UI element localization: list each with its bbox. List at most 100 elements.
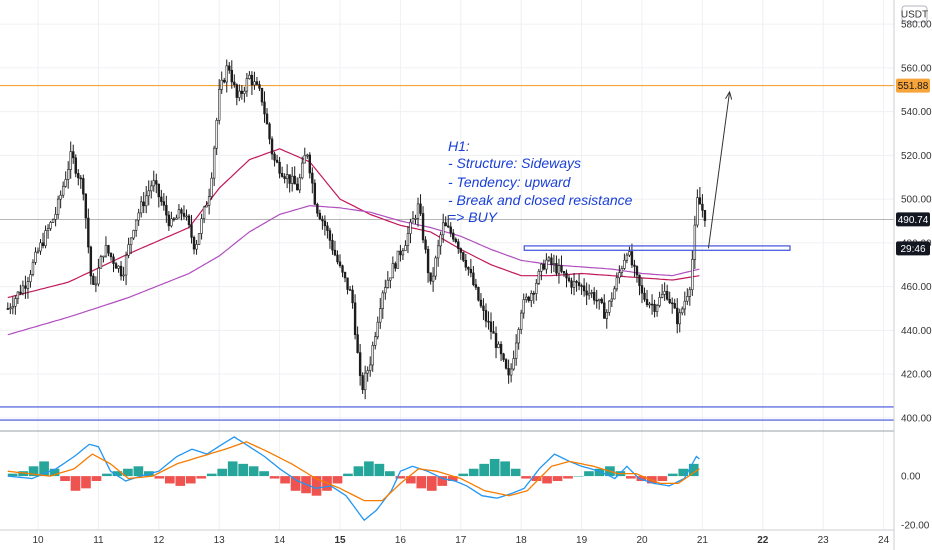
time-axis[interactable]: 10 11 12 13 14 15 16 17 18 19 20 21 22 23 24 <box>0 529 894 546</box>
candle-body <box>701 203 704 211</box>
candle-body <box>243 90 246 94</box>
candle-body <box>530 293 533 302</box>
macd-histogram-bar <box>112 471 123 477</box>
macd-histogram-bar <box>206 473 217 477</box>
candle-body <box>311 172 314 184</box>
price-tick-label: 520.00 <box>901 151 932 162</box>
macd-histogram-bar <box>7 473 18 477</box>
macd-histogram-bar <box>688 463 699 477</box>
macd-histogram-bar <box>39 461 49 477</box>
candle-body <box>112 256 115 264</box>
candle-body <box>572 281 576 288</box>
candle-body <box>218 89 221 121</box>
candle-body <box>462 252 465 261</box>
candle-body <box>391 263 395 279</box>
time-tick-label: 22 <box>757 535 769 546</box>
candle-body <box>517 329 520 344</box>
macd-histogram-bar <box>489 458 500 477</box>
candle-body <box>474 284 478 288</box>
macd-histogram-bar <box>385 471 395 477</box>
candle-body <box>167 214 171 227</box>
candle-body <box>618 272 621 279</box>
candle-body <box>650 303 654 306</box>
candle-body <box>313 182 317 205</box>
time-tick-label: 18 <box>516 535 528 546</box>
candle-body <box>379 308 382 323</box>
candle-body <box>122 274 125 277</box>
candle-body <box>444 222 447 227</box>
macd-histogram-bar <box>154 476 165 479</box>
candle-body <box>635 266 639 276</box>
candle-body <box>21 285 25 294</box>
macd-histogram-bar <box>28 466 39 477</box>
macd-histogram-bar <box>594 468 605 477</box>
price-badges: 551.88 490.74 29:46 <box>896 78 930 256</box>
candle-body <box>555 263 558 274</box>
candle-body <box>396 250 400 269</box>
currency-badge[interactable] <box>901 5 928 23</box>
candle-body <box>381 292 384 309</box>
candle-body <box>230 69 233 83</box>
candle-body <box>303 155 306 164</box>
candle-body <box>665 291 669 300</box>
candle-body <box>348 289 352 291</box>
candle-body <box>399 250 402 256</box>
annotation-line: => BUY <box>448 209 499 225</box>
macd-histogram-bar <box>217 468 228 477</box>
candle-body <box>633 264 636 267</box>
candle-body <box>197 233 201 245</box>
candle-body <box>87 217 90 248</box>
candle-body <box>638 274 641 286</box>
candle-body <box>608 300 611 313</box>
candle-body <box>74 157 77 174</box>
candle-body <box>107 245 110 254</box>
candle-body <box>411 218 415 223</box>
candle-body <box>643 292 646 300</box>
forecast-arrow-head <box>725 90 733 100</box>
candle-body <box>6 308 10 310</box>
candle-body <box>670 302 674 305</box>
candle-body <box>132 230 135 239</box>
candle-body <box>338 261 342 267</box>
candle-body <box>514 342 518 359</box>
macd-histogram-bar <box>81 476 91 489</box>
candle-body <box>545 259 548 270</box>
candle-body <box>84 193 88 219</box>
candle-body <box>628 251 631 256</box>
candle-body <box>263 101 266 115</box>
candle-body <box>356 334 359 353</box>
candle-body <box>691 259 694 290</box>
annotation-line: H1: <box>448 138 470 154</box>
candle-body <box>507 368 510 376</box>
candle-body <box>703 210 707 221</box>
price-tick-label: 540.00 <box>901 107 932 118</box>
candle-body <box>258 84 261 89</box>
candle-body <box>240 90 244 94</box>
annotation-line: - Break and closed resistance <box>448 192 633 208</box>
price-badge <box>896 212 930 227</box>
price-badge-label: 29:46 <box>900 244 925 255</box>
candle-body <box>693 224 697 260</box>
macd-histogram-bar <box>584 471 594 477</box>
candle-body <box>472 272 475 285</box>
price-axis[interactable]: USDT 580.00560.00540.00520.00500.00480.0… <box>893 0 932 550</box>
candle-body <box>72 151 75 159</box>
candle-body <box>585 290 588 296</box>
candle-body <box>429 272 432 282</box>
candle-body <box>298 177 301 191</box>
time-tick-labels: 10 11 12 13 14 15 16 17 18 19 20 21 22 23 24 <box>32 535 889 546</box>
price-tick-label: 500.00 <box>901 195 932 206</box>
candle-body <box>406 233 410 246</box>
signal-line <box>7 441 700 502</box>
chart-drawings[interactable] <box>523 90 791 251</box>
candle-body <box>124 254 128 276</box>
candle-body <box>212 147 216 179</box>
candle-body <box>655 305 659 312</box>
candle-body <box>29 274 32 282</box>
time-tick-label: 17 <box>455 535 467 546</box>
candle-body <box>570 280 573 288</box>
price-tick-label: 560.00 <box>901 63 932 74</box>
macd-histogram-bar <box>542 476 552 484</box>
macd-histogram-bar <box>437 476 448 486</box>
